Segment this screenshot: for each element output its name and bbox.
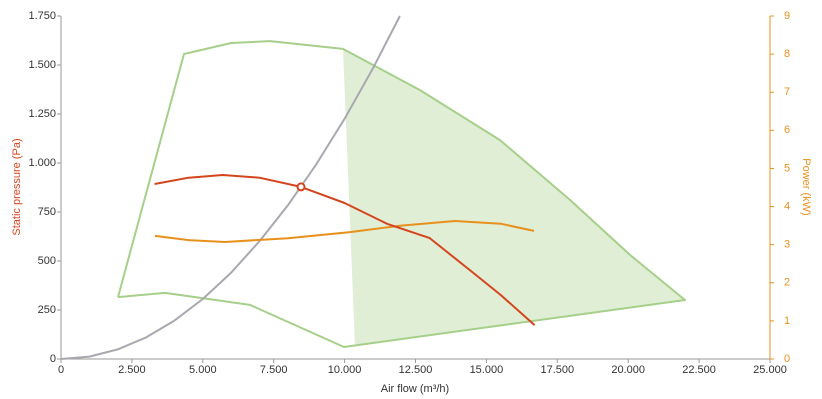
y2-tick-label: 1 bbox=[784, 315, 790, 327]
y-tick-label: 500 bbox=[38, 255, 56, 267]
y-tick-label: 1.250 bbox=[28, 108, 56, 120]
y-tick-label: 1.500 bbox=[28, 59, 56, 71]
x-axis-label: Air flow (m³/h) bbox=[381, 383, 449, 395]
y-tick-label: 1.750 bbox=[28, 10, 56, 22]
y2-tick-label: 2 bbox=[784, 277, 790, 289]
y2-axis-label: Power (kW) bbox=[800, 158, 812, 215]
x-tick-label: 5.000 bbox=[189, 364, 217, 376]
area bbox=[343, 48, 685, 347]
y-tick-label: 0 bbox=[50, 353, 56, 365]
x-tick-label: 0 bbox=[58, 364, 64, 376]
x-tick-label: 22.500 bbox=[682, 364, 716, 376]
line bbox=[154, 174, 536, 326]
line bbox=[117, 40, 686, 348]
y-tick-label: 250 bbox=[38, 304, 56, 316]
x-tick-label: 25.000 bbox=[753, 364, 787, 376]
x-tick-label: 7.500 bbox=[260, 364, 288, 376]
x-tick-label: 12.500 bbox=[399, 364, 433, 376]
y-tick-label: 750 bbox=[38, 206, 56, 218]
line bbox=[154, 220, 535, 243]
line bbox=[60, 15, 401, 360]
y2-tick-label: 7 bbox=[784, 86, 790, 98]
y2-tick-label: 8 bbox=[784, 48, 790, 60]
x-tick-label: 10.000 bbox=[328, 364, 362, 376]
y2-tick-label: 4 bbox=[784, 200, 790, 212]
x-tick-label: 2.500 bbox=[118, 364, 146, 376]
y-tick-label: 1.000 bbox=[28, 157, 56, 169]
x-tick-label: 20.000 bbox=[611, 364, 645, 376]
y-axis-label: Static pressure (Pa) bbox=[11, 138, 23, 235]
y2-tick-label: 5 bbox=[784, 162, 790, 174]
operating-point bbox=[296, 182, 306, 192]
y2-tick-label: 6 bbox=[784, 124, 790, 136]
x-tick-label: 15.000 bbox=[470, 364, 504, 376]
y2-tick-label: 9 bbox=[784, 10, 790, 22]
y2-tick-label: 3 bbox=[784, 239, 790, 251]
y2-tick-label: 0 bbox=[784, 353, 790, 365]
x-tick-label: 17.500 bbox=[540, 364, 574, 376]
